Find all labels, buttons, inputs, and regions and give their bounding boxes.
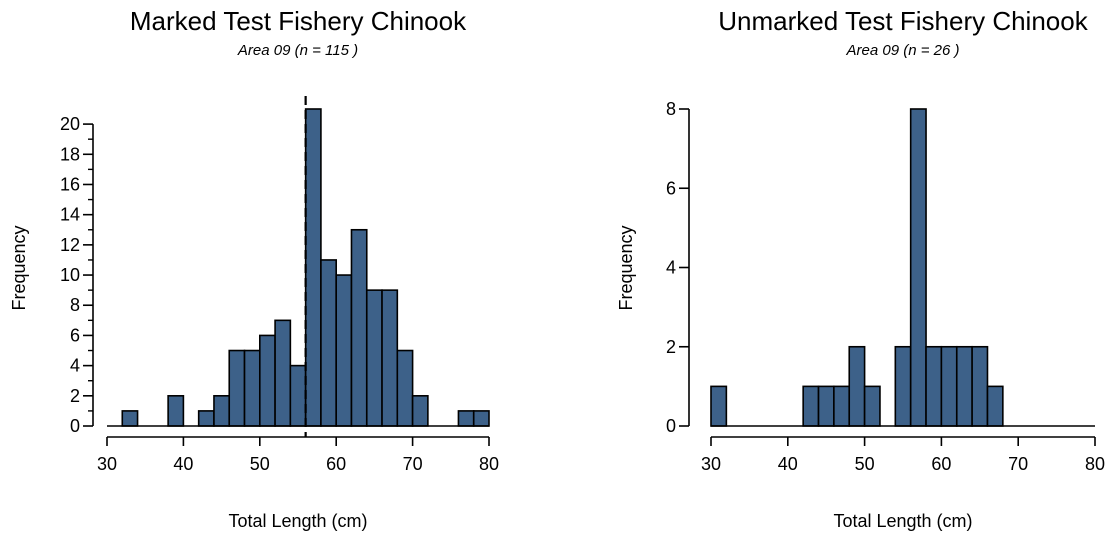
y-tick-label: 8 (666, 99, 676, 119)
x-axis-label: Total Length (cm) (228, 511, 367, 531)
x-axis-label: Total Length (cm) (833, 511, 972, 531)
y-tick-label: 2 (666, 337, 676, 357)
histogram-bar (986, 385, 1004, 427)
y-tick-label: 20 (60, 114, 80, 134)
histogram-bar (848, 345, 866, 427)
chart-title: Unmarked Test Fishery Chinook (718, 6, 1088, 36)
y-tick-label: 4 (70, 356, 80, 376)
histogram-bar (817, 385, 835, 427)
histogram-bar (863, 385, 881, 427)
plot-area: 30 40 50 60 70 80 0 2 4 6 8 (666, 99, 1105, 474)
x-tick-label: 70 (403, 454, 423, 474)
histogram-bar (243, 349, 261, 427)
y-tick-label: 0 (70, 416, 80, 436)
histogram-bar (971, 345, 989, 427)
y-tick-label: 16 (60, 174, 80, 194)
chart-subtitle: Area 09 (n = 26 ) (846, 42, 960, 59)
y-tick-label: 10 (60, 265, 80, 285)
histogram-bar (802, 385, 820, 427)
x-tick-label: 50 (855, 454, 875, 474)
plot-area: 30 40 50 60 70 80 0 2 4 6 8 10 12 14 16 18 20 (60, 96, 499, 474)
histogram-bar (472, 410, 490, 427)
histogram-bar (396, 349, 414, 427)
y-tick-label: 4 (666, 258, 676, 278)
histogram-bar (320, 259, 338, 427)
histogram-bar (274, 319, 292, 427)
histogram-bar (411, 395, 429, 427)
x-tick-label: 80 (1085, 454, 1105, 474)
x-tick-label: 40 (778, 454, 798, 474)
x-tick-label: 50 (250, 454, 270, 474)
x-tick-label: 30 (701, 454, 721, 474)
chart-subtitle: Area 09 (n = 115 ) (237, 42, 358, 59)
histogram-bar (167, 395, 185, 427)
histogram-bar (925, 345, 943, 427)
x-tick-label: 70 (1008, 454, 1028, 474)
y-tick-label: 14 (60, 205, 80, 225)
histogram-bar (710, 385, 728, 427)
x-tick-label: 40 (173, 454, 193, 474)
histogram-bar (365, 289, 383, 427)
x-tick-label: 60 (931, 454, 951, 474)
histogram-bar (197, 410, 215, 427)
histogram-bar (457, 410, 475, 427)
panel-unmarked: Unmarked Test Fishery Chinook Area 09 (n… (616, 6, 1105, 531)
histogram-bar (289, 364, 307, 427)
y-tick-label: 6 (666, 178, 676, 198)
histogram-bar (258, 334, 276, 427)
y-tick-label: 6 (70, 325, 80, 345)
histogram-bar (350, 228, 368, 427)
x-tick-label: 30 (97, 454, 117, 474)
x-tick-label: 80 (479, 454, 499, 474)
histogram-bar (228, 349, 246, 427)
y-tick-label: 8 (70, 295, 80, 315)
y-axis-label: Frequency (9, 225, 29, 310)
histogram-bar (121, 410, 139, 427)
y-axis-label: Frequency (616, 225, 636, 310)
y-tick-label: 2 (70, 386, 80, 406)
histogram-bar (955, 345, 973, 427)
histogram-bar (833, 385, 851, 427)
histogram-bar (335, 274, 353, 427)
y-tick-label: 18 (60, 144, 80, 164)
chart-title: Marked Test Fishery Chinook (130, 6, 467, 36)
histogram-bar (894, 345, 912, 427)
panel-marked: Marked Test Fishery Chinook Area 09 (n =… (9, 6, 499, 531)
histogram-bar (381, 289, 399, 427)
histogram-bar (304, 108, 322, 427)
x-tick-label: 60 (326, 454, 346, 474)
y-tick-label: 0 (666, 416, 676, 436)
histogram-bar (213, 395, 231, 427)
histogram-bar (940, 345, 958, 427)
histogram-bar (909, 108, 927, 427)
y-tick-label: 12 (60, 235, 80, 255)
